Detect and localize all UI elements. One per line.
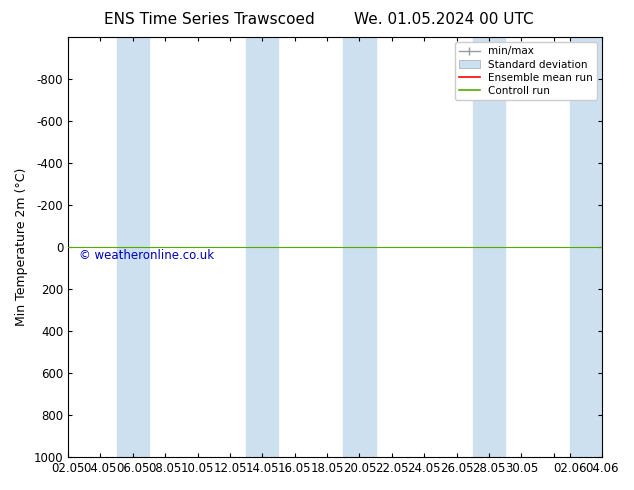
Y-axis label: Min Temperature 2m (°C): Min Temperature 2m (°C) <box>15 168 28 326</box>
Text: We. 01.05.2024 00 UTC: We. 01.05.2024 00 UTC <box>354 12 534 27</box>
Bar <box>246 37 278 457</box>
Text: © weatheronline.co.uk: © weatheronline.co.uk <box>79 249 214 262</box>
Legend: min/max, Standard deviation, Ensemble mean run, Controll run: min/max, Standard deviation, Ensemble me… <box>455 42 597 100</box>
Bar <box>473 37 505 457</box>
Bar <box>570 37 602 457</box>
Bar <box>343 37 375 457</box>
Bar <box>117 37 149 457</box>
Text: ENS Time Series Trawscoed: ENS Time Series Trawscoed <box>104 12 314 27</box>
